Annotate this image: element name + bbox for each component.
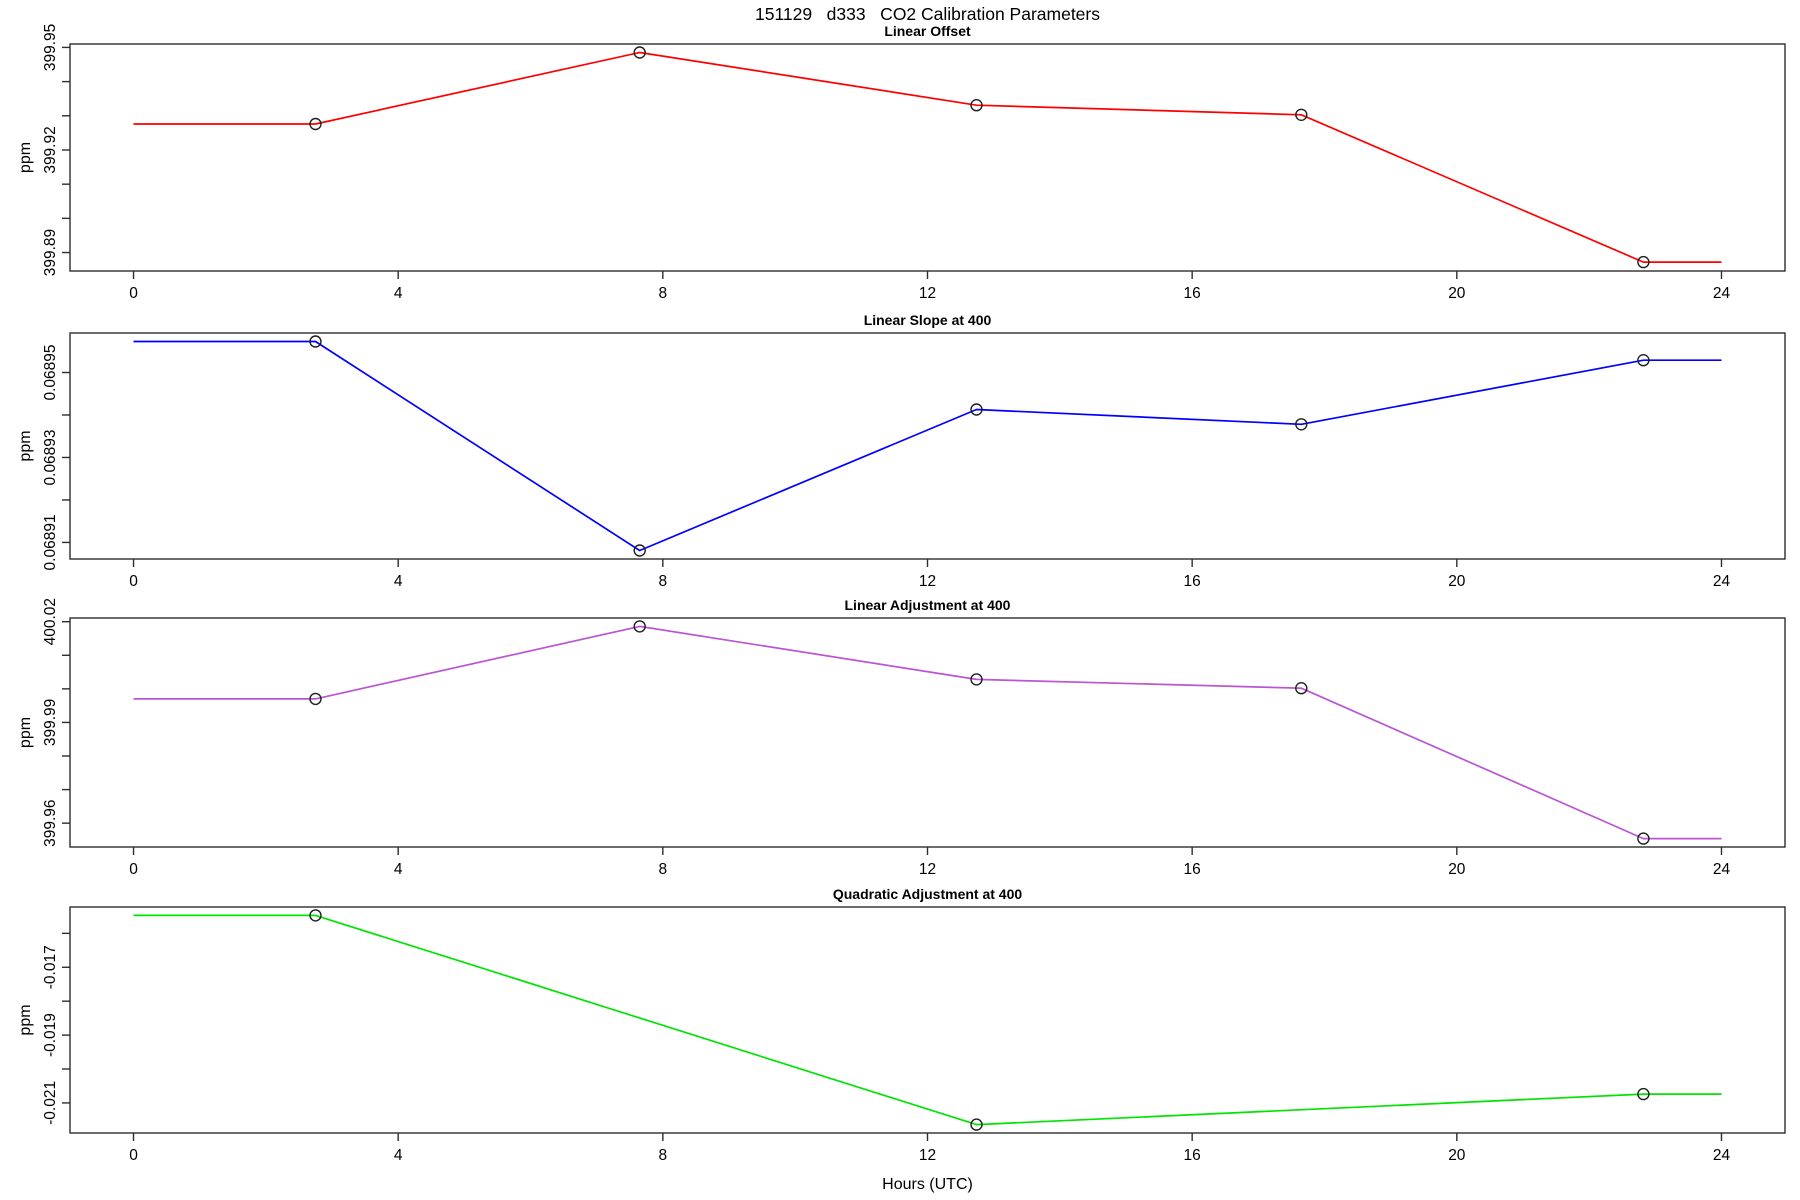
x-tick-label: 8	[659, 1147, 668, 1164]
x-tick-label: 16	[1184, 861, 1201, 878]
plot-border	[69, 43, 1786, 272]
x-tick-label: 16	[1184, 285, 1201, 302]
x-tick-label: 8	[659, 285, 668, 302]
x-tick-label: 24	[1713, 285, 1731, 302]
series-line	[133, 340, 1722, 552]
panel-linear-adjustment-at-400: Linear Adjustment at 400 0 4 8 12 16 20 24 399.9…	[17, 597, 1786, 878]
x-tick-label: 4	[394, 573, 403, 590]
y-axis-label: ppm	[17, 430, 34, 461]
y-axis-label: ppm	[17, 717, 34, 748]
series-line	[133, 914, 1722, 1126]
y-tick-label: 400.02	[42, 598, 59, 645]
x-tick-label: 12	[919, 285, 936, 302]
data-point-marker	[970, 673, 983, 686]
x-tick-label: 12	[919, 1147, 936, 1164]
y-tick-label: -0.019	[42, 1013, 59, 1057]
plot-border	[69, 332, 1786, 560]
x-tick-label: 0	[129, 1147, 138, 1164]
data-point-marker	[633, 46, 646, 59]
series-line	[133, 625, 1722, 840]
data-point-marker	[1295, 682, 1308, 695]
y-tick-label: 0.06895	[42, 344, 59, 400]
y-tick-label: 0.06893	[42, 429, 59, 485]
x-tick-label: 12	[919, 861, 936, 878]
panel-title: Linear Offset	[884, 23, 971, 39]
y-axis-label: ppm	[17, 142, 34, 173]
y-tick-label: 399.99	[42, 699, 59, 746]
x-tick-label: 12	[919, 573, 936, 590]
data-point-marker	[1637, 832, 1650, 845]
panel-title: Linear Slope at 400	[864, 312, 992, 328]
data-point-marker	[1637, 354, 1650, 367]
data-point-marker	[970, 98, 983, 112]
x-tick-label: 16	[1184, 1147, 1201, 1164]
data-point-marker	[1295, 108, 1308, 122]
panel-title: Quadratic Adjustment at 400	[833, 886, 1023, 902]
y-tick-label: -0.017	[42, 945, 59, 989]
data-point-marker	[633, 620, 646, 633]
x-tick-label: 20	[1448, 573, 1466, 590]
data-point-marker	[309, 692, 322, 706]
data-point-marker	[633, 544, 646, 557]
x-tick-label: 24	[1713, 1147, 1731, 1164]
chart-main-title: 151129 d333 CO2 Calibration Parameters	[755, 4, 1100, 24]
x-tick-label: 4	[394, 1147, 403, 1164]
x-tick-label: 0	[129, 573, 138, 590]
x-tick-label: 8	[659, 573, 668, 590]
x-tick-label: 24	[1713, 573, 1731, 590]
x-tick-label: 0	[129, 861, 138, 878]
x-tick-label: 8	[659, 861, 668, 878]
x-tick-label: 4	[394, 861, 403, 878]
y-tick-label: -0.021	[42, 1081, 59, 1125]
x-tick-label: 16	[1184, 573, 1201, 590]
panel-quadratic-adjustment-at-400: Quadratic Adjustment at 400 0 4 8 12 16 20 24 -0…	[17, 886, 1786, 1164]
data-point-marker	[1637, 255, 1650, 269]
x-axis-label: Hours (UTC)	[882, 1176, 973, 1193]
data-point-marker	[970, 1118, 983, 1131]
x-tick-label: 20	[1448, 1147, 1466, 1164]
panel-linear-slope-at-400: Linear Slope at 400 0 4 8 12 16 20 24 0.06891 0.0…	[17, 312, 1786, 590]
series-line	[133, 51, 1722, 263]
data-point-marker	[1295, 418, 1308, 431]
data-point-marker	[309, 117, 322, 131]
plot-border	[69, 617, 1786, 848]
x-tick-label: 24	[1713, 861, 1731, 878]
x-tick-label: 4	[394, 285, 403, 302]
y-tick-label: 0.06891	[42, 514, 59, 570]
y-tick-label: 399.89	[42, 229, 59, 276]
y-tick-label: 399.95	[42, 24, 59, 71]
x-tick-label: 0	[129, 285, 138, 302]
x-tick-label: 20	[1448, 285, 1466, 302]
data-point-marker	[970, 403, 983, 416]
data-point-marker	[309, 909, 322, 922]
y-axis-label: ppm	[17, 1004, 34, 1035]
x-tick-label: 20	[1448, 861, 1466, 878]
panel-title: Linear Adjustment at 400	[845, 597, 1011, 613]
data-point-marker	[309, 335, 322, 348]
y-tick-label: 399.92	[42, 126, 59, 173]
panel-linear-offset: Linear Offset 0 4 8 12 16 20 24 399.89 399.92 399.…	[17, 23, 1786, 302]
y-tick-label: 399.96	[42, 799, 59, 846]
data-point-marker	[1637, 1087, 1650, 1101]
